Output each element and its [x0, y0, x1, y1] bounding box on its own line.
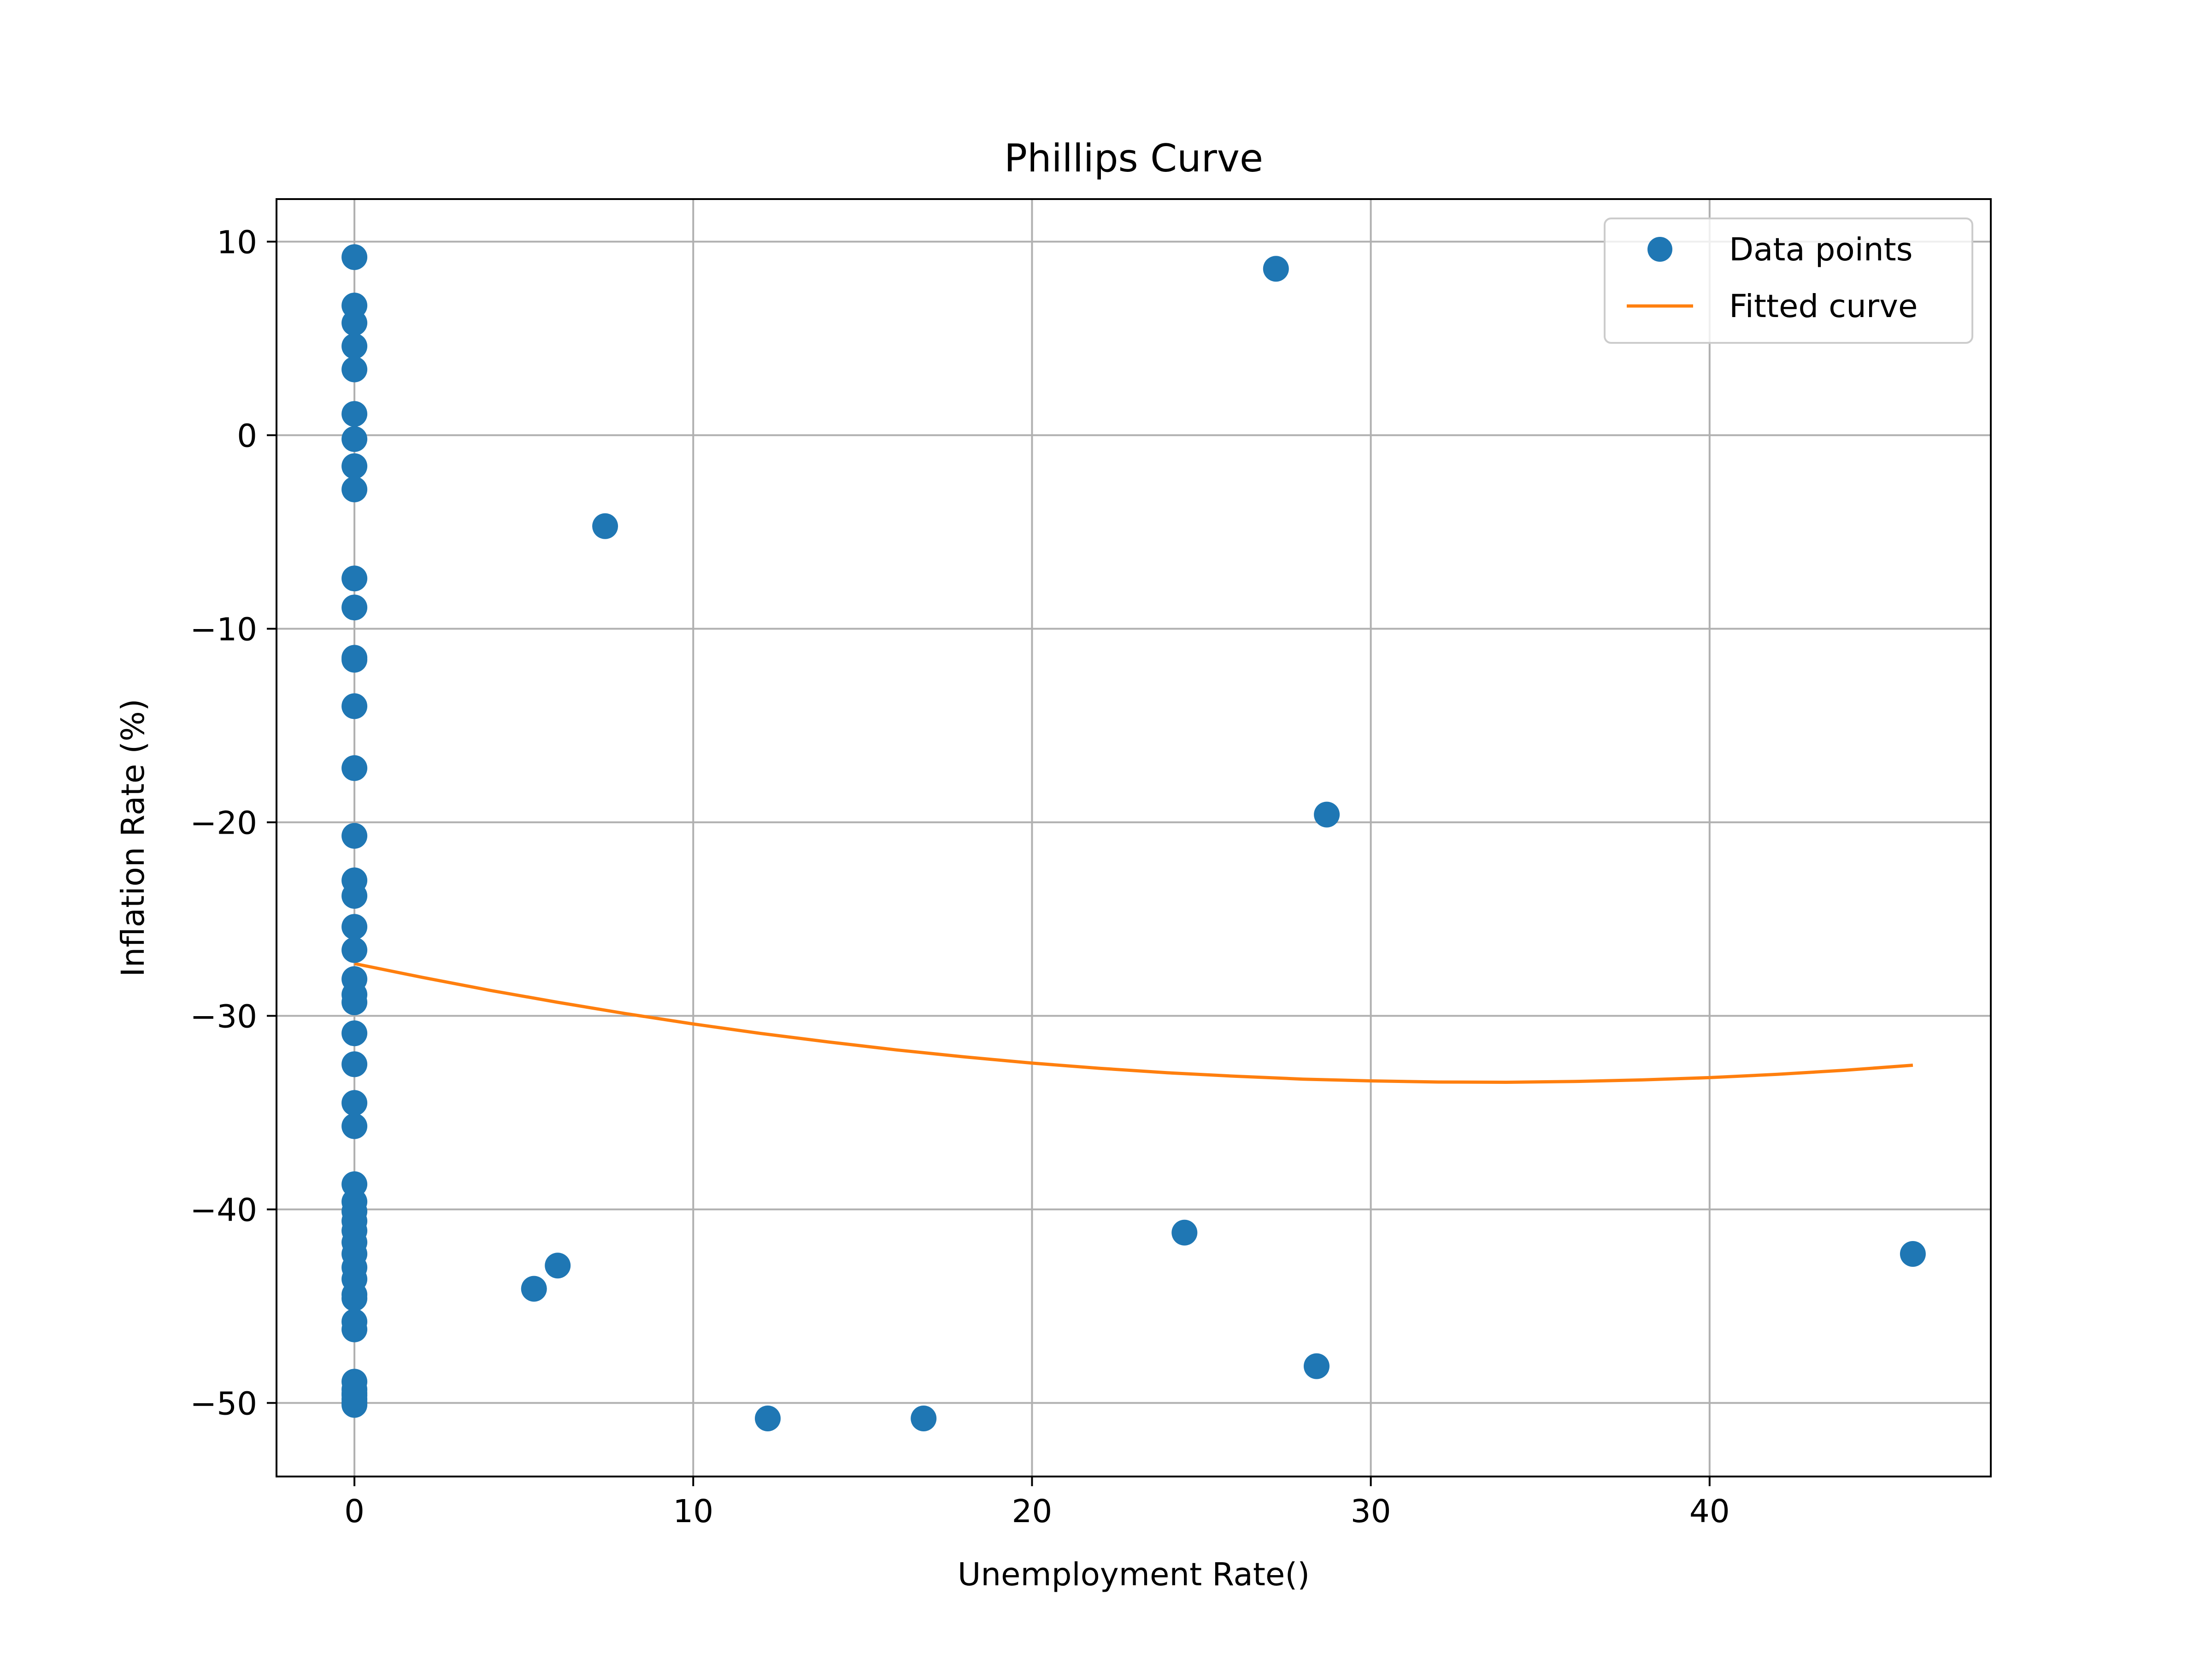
- data-point: [341, 1285, 368, 1312]
- y-tick-label: −10: [190, 611, 257, 648]
- y-tick-label: 10: [217, 224, 257, 261]
- y-tick-label: 0: [237, 418, 257, 454]
- data-point: [341, 1113, 368, 1139]
- data-point: [755, 1406, 781, 1431]
- data-point: [341, 693, 368, 719]
- data-point: [341, 989, 368, 1015]
- data-point: [341, 647, 368, 673]
- data-point: [592, 513, 618, 539]
- data-point: [341, 1051, 368, 1077]
- legend-label-fitted-curve: Fitted curve: [1729, 288, 1918, 325]
- y-tick-label: −50: [190, 1385, 257, 1422]
- data-point: [341, 453, 368, 479]
- data-point: [341, 401, 368, 427]
- grid-lines: [276, 199, 1991, 1477]
- legend-marker-data-points: [1647, 237, 1672, 262]
- data-point: [545, 1253, 571, 1279]
- data-point: [1314, 801, 1340, 828]
- data-point: [341, 477, 368, 502]
- y-tick-label: −20: [190, 805, 257, 841]
- x-tick-label: 20: [1012, 1493, 1053, 1530]
- data-point: [341, 310, 368, 336]
- data-point: [341, 333, 368, 359]
- y-axis-ticks: 10 0 −10 −20 −30 −40 −50: [190, 224, 276, 1422]
- data-point: [341, 823, 368, 849]
- x-axis-label: Unemployment Rate(): [958, 1556, 1310, 1593]
- y-tick-label: −40: [190, 1192, 257, 1229]
- data-point: [521, 1276, 547, 1302]
- data-point: [341, 594, 368, 621]
- x-tick-label: 0: [344, 1493, 365, 1530]
- data-point: [341, 755, 368, 781]
- legend-frame: [1604, 218, 1973, 344]
- y-tick-label: −30: [190, 998, 257, 1035]
- fitted-curve-line: [354, 962, 1913, 1084]
- data-point: [1304, 1353, 1330, 1379]
- data-point: [341, 1090, 368, 1116]
- data-point: [911, 1406, 937, 1431]
- data-point: [341, 565, 368, 592]
- data-point: [1171, 1219, 1198, 1246]
- x-tick-label: 30: [1351, 1493, 1391, 1530]
- legend-label-data-points: Data points: [1729, 231, 1913, 268]
- data-point: [1900, 1241, 1926, 1267]
- data-point: [341, 426, 368, 452]
- data-point: [341, 937, 368, 963]
- fitted-curve-layer: [354, 962, 1913, 1084]
- data-point: [341, 883, 368, 909]
- x-axis-ticks: 0 10 20 30 40: [344, 1477, 1730, 1530]
- data-point: [341, 1380, 368, 1406]
- data-points-layer: [341, 244, 1926, 1431]
- data-point: [341, 244, 368, 270]
- data-point: [341, 914, 368, 940]
- plot-frame: [276, 198, 1992, 1477]
- chart-title: Phillips Curve: [1004, 136, 1263, 181]
- y-axis-label: Inflation Rate (%): [115, 699, 152, 977]
- x-tick-label: 10: [673, 1493, 713, 1530]
- data-point: [341, 1316, 368, 1342]
- data-point: [341, 356, 368, 382]
- x-tick-label: 40: [1689, 1493, 1730, 1530]
- legend: Data points Fitted curve: [1604, 218, 1973, 344]
- data-point: [341, 1020, 368, 1047]
- data-point: [1263, 256, 1289, 282]
